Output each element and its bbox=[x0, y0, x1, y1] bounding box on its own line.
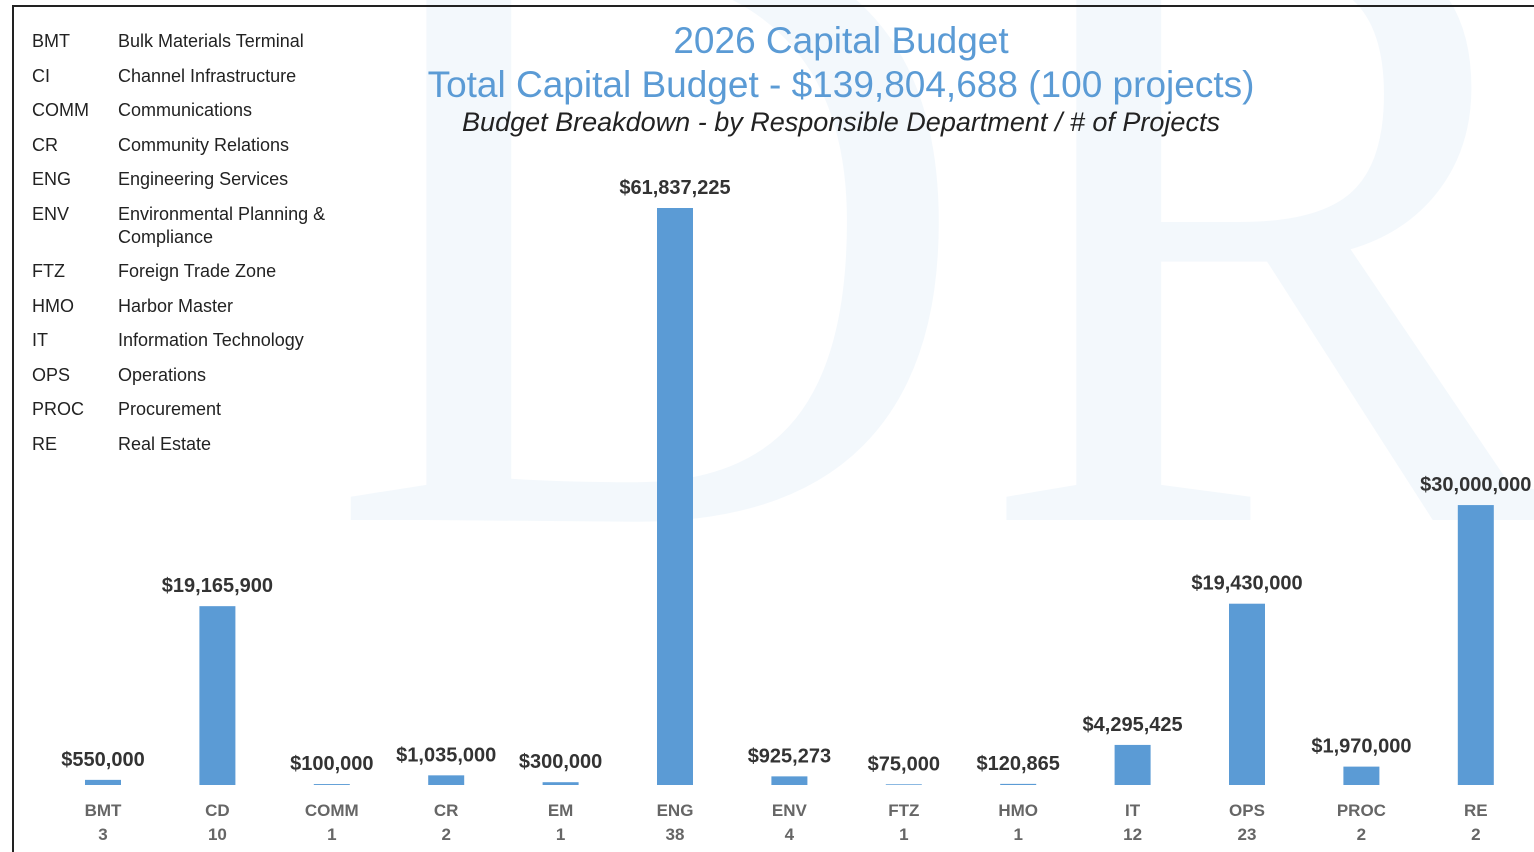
chart-subtitle: Budget Breakdown - by Responsible Depart… bbox=[462, 107, 1220, 137]
watermark: DR bbox=[325, 0, 1534, 715]
project-count: 4 bbox=[785, 825, 795, 844]
x-tick-label: COMM bbox=[305, 801, 359, 820]
value-label: $925,273 bbox=[748, 745, 831, 767]
x-tick-label: CD bbox=[205, 801, 230, 820]
value-label: $100,000 bbox=[290, 753, 373, 775]
legend-abbr: RE bbox=[32, 433, 58, 454]
bar bbox=[85, 779, 121, 785]
legend-name: Foreign Trade Zone bbox=[118, 261, 277, 281]
legend-row: ENV Environmental Planning & Compliance bbox=[32, 203, 333, 249]
project-count: 1 bbox=[327, 825, 336, 844]
legend-name: Procurement bbox=[118, 399, 222, 419]
project-count: 10 bbox=[208, 825, 227, 844]
legend-row: IT Information Technology bbox=[32, 329, 333, 352]
bar bbox=[885, 784, 922, 785]
legend-abbr: CI bbox=[32, 65, 50, 86]
x-tick-label: HMO bbox=[998, 801, 1038, 820]
project-count: 1 bbox=[556, 825, 565, 844]
legend-name: Bulk Materials Terminal bbox=[118, 31, 304, 51]
legend-row: COMM Communications bbox=[32, 99, 333, 122]
x-tick-label: RE bbox=[1464, 801, 1488, 820]
legend-name: Channel Infrastructure bbox=[118, 65, 297, 86]
value-label: $75,000 bbox=[868, 753, 940, 775]
x-tick-label: ENG bbox=[657, 801, 694, 820]
legend: BMT Bulk Materials Terminal CI Channel Infr… bbox=[32, 30, 333, 456]
legend-abbr: CR bbox=[32, 134, 58, 155]
value-label: $1,970,000 bbox=[1311, 736, 1411, 758]
project-count: 2 bbox=[1471, 825, 1480, 844]
legend-row: BMT Bulk Materials Terminal bbox=[32, 30, 333, 53]
value-label: $19,430,000 bbox=[1191, 573, 1302, 595]
legend-row: OPS Operations bbox=[32, 364, 333, 387]
legend-row: PROC Procurement bbox=[32, 398, 333, 421]
frame bbox=[12, 5, 1534, 852]
legend-abbr: ENV bbox=[32, 203, 70, 224]
chart-title-2: Total Capital Budget - $139,804,688 (100… bbox=[428, 64, 1255, 105]
x-tick-label: CR bbox=[434, 801, 459, 820]
value-label: $300,000 bbox=[519, 751, 602, 773]
legend-row: CR Community Relations bbox=[32, 134, 333, 157]
bar bbox=[542, 782, 579, 785]
legend-abbr: OPS bbox=[32, 364, 71, 385]
legend-abbr: IT bbox=[32, 330, 48, 350]
legend-name: Real Estate bbox=[118, 433, 212, 454]
value-label: $30,000,000 bbox=[1420, 474, 1531, 496]
legend-row: RE Real Estate bbox=[32, 433, 333, 456]
legend-row: HMO Harbor Master bbox=[32, 295, 333, 318]
legend-name: Harbor Master bbox=[118, 295, 234, 316]
bar bbox=[1457, 505, 1494, 785]
value-label: $120,865 bbox=[976, 753, 1059, 775]
x-tick-label: FTZ bbox=[888, 801, 919, 820]
x-tick-label: BMT bbox=[85, 801, 122, 820]
legend-name: Communications bbox=[118, 100, 253, 120]
value-label: $1,035,000 bbox=[396, 744, 496, 766]
bar bbox=[771, 776, 808, 785]
project-count: 12 bbox=[1123, 825, 1142, 844]
bar bbox=[199, 606, 236, 785]
x-tick-label: OPS bbox=[1229, 801, 1265, 820]
project-count: 2 bbox=[441, 825, 450, 844]
x-tick-label: IT bbox=[1125, 801, 1141, 820]
legend-row: CI Channel Infrastructure bbox=[32, 65, 333, 88]
x-tick-label: EM bbox=[548, 801, 574, 820]
chart-title: 2026 Capital Budget bbox=[673, 20, 1009, 61]
project-count: 38 bbox=[666, 825, 685, 844]
legend-abbr: FTZ bbox=[32, 261, 65, 281]
project-count: 3 bbox=[98, 825, 107, 844]
x-tick-label: PROC bbox=[1337, 801, 1386, 820]
project-count: 23 bbox=[1238, 825, 1257, 844]
value-label: $19,165,900 bbox=[162, 575, 273, 597]
legend-name: Community Relations bbox=[118, 134, 290, 155]
legend-abbr: BMT bbox=[32, 31, 70, 51]
legend-abbr: HMO bbox=[32, 295, 74, 316]
legend-abbr: ENG bbox=[32, 169, 72, 189]
bar bbox=[1229, 603, 1265, 785]
project-count: 1 bbox=[899, 825, 908, 844]
bar bbox=[657, 208, 693, 785]
legend-name: Information Technology bbox=[118, 330, 304, 350]
project-count: 1 bbox=[1013, 825, 1022, 844]
value-label: $4,295,425 bbox=[1083, 714, 1183, 736]
value-label: $550,000 bbox=[61, 749, 144, 771]
project-count: 2 bbox=[1357, 825, 1366, 844]
bar bbox=[1114, 744, 1151, 785]
legend-abbr: COMM bbox=[32, 100, 89, 120]
legend-name: Environmental Planning & Compliance bbox=[118, 203, 326, 247]
bar bbox=[1343, 766, 1380, 785]
legend-row: FTZ Foreign Trade Zone bbox=[32, 260, 333, 283]
x-tick-label: ENV bbox=[772, 801, 808, 820]
legend-name: Engineering Services bbox=[118, 169, 289, 189]
value-label: $61,837,225 bbox=[619, 177, 730, 199]
bar bbox=[313, 784, 350, 785]
legend-name: Operations bbox=[118, 364, 207, 385]
legend-row: ENG Engineering Services bbox=[32, 168, 333, 191]
legend-abbr: PROC bbox=[32, 399, 85, 419]
bar bbox=[1000, 783, 1037, 785]
bar bbox=[428, 775, 465, 785]
